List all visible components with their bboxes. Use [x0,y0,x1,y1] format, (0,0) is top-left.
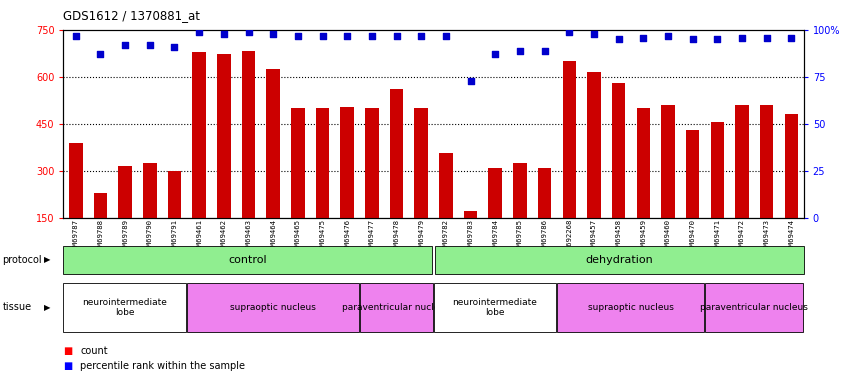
Bar [587,72,601,264]
Text: control: control [228,255,267,265]
Point [118,42,132,48]
Text: ■: ■ [63,346,73,355]
Bar [514,163,527,264]
Text: neurointermediate
lobe: neurointermediate lobe [453,298,537,317]
Point [735,34,749,40]
Point [266,31,280,37]
Text: GDS1612 / 1370881_at: GDS1612 / 1370881_at [63,9,201,22]
Bar [538,168,552,264]
Bar [192,52,206,264]
Bar [415,108,428,264]
Bar [242,51,255,264]
Text: dehydration: dehydration [585,255,653,265]
Bar [662,105,675,264]
Text: supraoptic nucleus: supraoptic nucleus [588,303,673,312]
Text: ▶: ▶ [44,255,51,264]
Bar [291,108,305,264]
Point [242,29,255,35]
Bar [686,130,700,264]
Bar [118,166,132,264]
Point [291,33,305,39]
Bar [340,106,354,264]
Point [365,33,379,39]
Point [662,33,675,39]
Point [587,31,601,37]
Bar [735,105,749,264]
Bar [784,114,798,264]
Bar [636,108,650,264]
Bar [94,192,107,264]
Point [636,34,650,40]
Point [686,36,700,42]
Point [143,42,157,48]
Text: tissue: tissue [3,303,31,312]
Point [760,34,773,40]
Point [390,33,404,39]
Text: supraoptic nucleus: supraoptic nucleus [230,303,316,312]
Point [217,31,231,37]
Text: ▶: ▶ [44,303,51,312]
Point [784,34,798,40]
Bar [217,54,231,264]
Point [192,29,206,35]
Text: paraventricular nucleus: paraventricular nucleus [342,303,450,312]
Bar [612,83,625,264]
Bar [69,142,83,264]
Bar [488,168,502,264]
Text: ■: ■ [63,361,73,370]
Bar [266,69,280,264]
Point [563,29,576,35]
Point [439,33,453,39]
Point [94,51,107,57]
Bar [711,122,724,264]
Point [612,36,625,42]
Point [488,51,502,57]
Text: protocol: protocol [3,255,42,265]
Bar [143,163,157,264]
Bar [464,211,477,264]
Point [711,36,724,42]
Text: neurointermediate
lobe: neurointermediate lobe [82,298,168,317]
Point [464,78,477,84]
Bar [563,61,576,264]
Bar [390,89,404,264]
Bar [439,153,453,264]
Bar [760,105,773,264]
Point [415,33,428,39]
Text: count: count [80,346,108,355]
Text: paraventricular nucleus: paraventricular nucleus [700,303,808,312]
Bar [168,171,181,264]
Point [514,48,527,54]
Point [168,44,181,50]
Bar [316,108,329,264]
Text: percentile rank within the sample: percentile rank within the sample [80,361,245,370]
Bar [365,108,379,264]
Point [69,33,83,39]
Point [340,33,354,39]
Point [316,33,329,39]
Point [538,48,552,54]
